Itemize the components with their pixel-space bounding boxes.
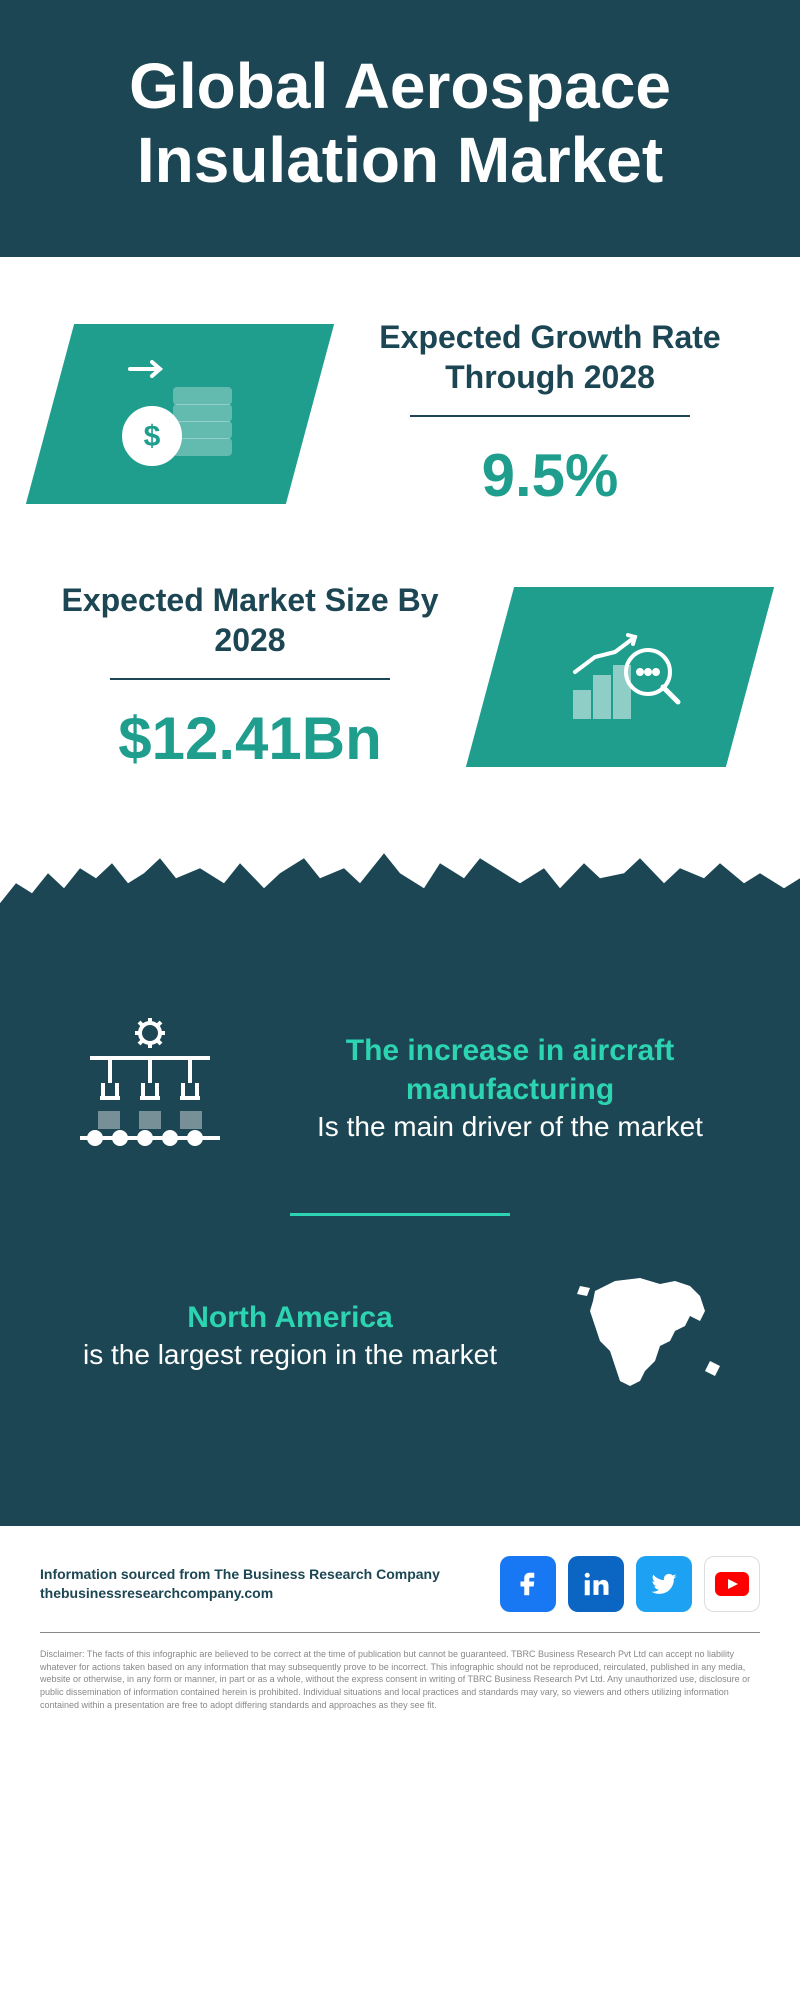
region-row: North America is the largest region in t…: [60, 1266, 740, 1406]
growth-label: Expected Growth Rate Through 2028: [350, 317, 750, 397]
insights-section: The increase in aircraft manufacturing I…: [0, 983, 800, 1526]
manufacturing-icon: [60, 1013, 240, 1163]
growth-stat: $ Expected Growth Rate Through 2028 9.5%: [50, 317, 750, 510]
teal-divider: [290, 1213, 510, 1216]
driver-highlight: The increase in aircraft manufacturing: [280, 1031, 740, 1109]
money-growth-icon: $: [110, 354, 250, 474]
region-subtext: is the largest region in the market: [60, 1337, 520, 1373]
size-value: $12.41Bn: [50, 704, 450, 773]
youtube-icon[interactable]: [704, 1556, 760, 1612]
header: Global Aerospace Insulation Market: [0, 0, 800, 257]
source-line2: thebusinessresearchcompany.com: [40, 1584, 440, 1604]
social-icons: [500, 1556, 760, 1612]
source-text: Information sourced from The Business Re…: [40, 1565, 440, 1604]
chart-analysis-icon: [550, 617, 690, 737]
source-line1: Information sourced from The Business Re…: [40, 1565, 440, 1585]
growth-value: 9.5%: [350, 441, 750, 510]
linkedin-icon[interactable]: [568, 1556, 624, 1612]
size-label: Expected Market Size By 2028: [50, 580, 450, 660]
disclaimer-text: Disclaimer: The facts of this infographi…: [40, 1648, 760, 1711]
divider: [110, 678, 390, 680]
stats-section: $ Expected Growth Rate Through 2028 9.5%: [0, 257, 800, 903]
facebook-icon[interactable]: [500, 1556, 556, 1612]
page-title: Global Aerospace Insulation Market: [40, 50, 760, 197]
size-text: Expected Market Size By 2028 $12.41Bn: [50, 580, 450, 773]
growth-icon-box: $: [26, 324, 334, 504]
driver-text: The increase in aircraft manufacturing I…: [280, 1031, 740, 1145]
skyline-divider: [0, 903, 800, 983]
region-text: North America is the largest region in t…: [60, 1298, 520, 1373]
north-america-icon: [560, 1266, 740, 1406]
size-stat: Expected Market Size By 2028 $12.41Bn: [50, 580, 750, 773]
size-icon-box: [466, 587, 774, 767]
footer-top: Information sourced from The Business Re…: [40, 1556, 760, 1633]
growth-text: Expected Growth Rate Through 2028 9.5%: [350, 317, 750, 510]
driver-row: The increase in aircraft manufacturing I…: [60, 1013, 740, 1163]
svg-text:$: $: [144, 420, 161, 453]
footer: Information sourced from The Business Re…: [0, 1526, 800, 1751]
divider: [410, 415, 690, 417]
driver-subtext: Is the main driver of the market: [280, 1109, 740, 1145]
region-highlight: North America: [60, 1298, 520, 1337]
twitter-icon[interactable]: [636, 1556, 692, 1612]
